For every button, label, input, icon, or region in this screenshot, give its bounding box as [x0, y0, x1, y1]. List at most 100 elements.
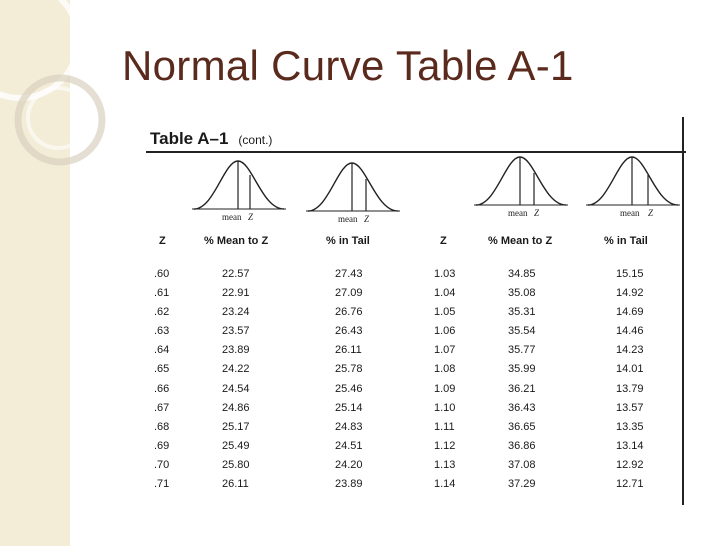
table-cell: 35.99 [508, 363, 536, 376]
table-cell: 26.43 [335, 325, 363, 338]
table-cell: 15.15 [616, 268, 644, 280]
curve-z-label: Z [248, 212, 254, 222]
column-z-right: 1.03 1.04 1.05 1.06 1.07 1.08 1.09 1.10 … [434, 265, 455, 494]
table-cell: 23.89 [335, 478, 363, 491]
table-top-rule [146, 151, 686, 153]
table-cell: 13.14 [616, 439, 644, 452]
table-cell: 27.43 [335, 268, 363, 280]
column-in-tail-right: 15.15 14.92 14.69 14.46 14.23 14.01 13.7… [616, 265, 644, 494]
table-cell: 25.49 [222, 439, 250, 452]
table-cell: 1.10 [434, 401, 456, 414]
table-cell: 26.11 [222, 478, 249, 491]
table-cell: 1.08 [434, 363, 456, 376]
table-cell: 36.43 [508, 401, 536, 414]
table-cell: 1.13 [434, 458, 456, 471]
table-cell: 13.57 [616, 401, 644, 414]
curve-mean-to-z-right: mean Z [474, 156, 568, 218]
table-cell: 14.92 [616, 287, 644, 300]
table-title: Table A–1 (cont.) [150, 129, 272, 149]
table-cell: 23.57 [222, 325, 250, 338]
table-cell: 25.17 [222, 420, 250, 433]
table-cell: 14.69 [616, 306, 644, 319]
curve-mean-to-z-left: mean Z [192, 160, 286, 222]
header-mean-to-z-right: % Mean to Z [488, 235, 553, 247]
slide-title: Normal Curve Table A-1 [122, 42, 574, 89]
curve-mean-label: mean [508, 208, 528, 218]
curve-z-label: Z [364, 214, 370, 224]
column-mean-to-z-left: 22.57 22.91 23.24 23.57 23.89 24.22 24.5… [222, 265, 250, 494]
table-cell: 22.57 [222, 268, 250, 280]
curve-z-label: Z [648, 208, 654, 218]
curve-mean-label: mean [338, 214, 358, 224]
table-cell: 24.20 [335, 458, 363, 471]
table-cell: .68 [154, 420, 170, 433]
table-cell: 1.04 [434, 287, 456, 300]
table-image: Table A–1 (cont.) mean Z mean Z mean Z me… [142, 117, 686, 505]
table-cell: 25.46 [335, 382, 363, 395]
table-cell: 1.06 [434, 325, 456, 338]
table-cell: 35.31 [508, 306, 536, 319]
curve-z-label: Z [534, 208, 540, 218]
table-cell: 37.29 [508, 478, 536, 491]
table-cell: 1.14 [434, 478, 456, 491]
table-cell: 24.83 [335, 420, 363, 433]
table-cell: 1.12 [434, 439, 456, 452]
header-in-tail-right: % in Tail [604, 235, 648, 247]
left-decorative-band [0, 0, 70, 546]
table-cell: 14.01 [616, 363, 644, 376]
table-cell: 13.79 [616, 382, 644, 395]
table-cell: .61 [154, 287, 170, 300]
table-cell: 37.08 [508, 458, 536, 471]
table-cell: 36.86 [508, 439, 536, 452]
table-cell: 26.11 [335, 344, 362, 357]
table-right-rule [682, 117, 684, 505]
table-cell: 25.80 [222, 458, 250, 471]
table-cell: 24.51 [335, 439, 363, 452]
table-cell: 1.03 [434, 268, 456, 280]
table-cell: 1.05 [434, 306, 456, 319]
table-cell: 27.09 [335, 287, 363, 300]
table-cell: 12.92 [616, 458, 644, 471]
table-cell: 34.85 [508, 268, 536, 280]
table-cell: 14.23 [616, 344, 644, 357]
column-in-tail-left: 27.43 27.09 26.76 26.43 26.11 25.78 25.4… [335, 265, 363, 494]
column-mean-to-z-right: 34.85 35.08 35.31 35.54 35.77 35.99 36.2… [508, 265, 536, 494]
header-z-left: Z [159, 235, 166, 247]
table-cell: .65 [154, 363, 170, 376]
table-cell: 23.89 [222, 344, 250, 357]
table-cell: 35.77 [508, 344, 536, 357]
table-cell: .62 [154, 306, 170, 319]
table-cell: .67 [154, 401, 170, 414]
table-cell: .63 [154, 325, 170, 338]
table-cell: 35.08 [508, 287, 536, 300]
table-cell: 22.91 [222, 287, 250, 300]
table-subtitle: (cont.) [238, 133, 273, 147]
header-in-tail-left: % in Tail [326, 235, 370, 247]
table-cell: 1.09 [434, 382, 456, 395]
table-cell: 24.54 [222, 382, 250, 395]
header-z-right: Z [440, 235, 447, 247]
curve-in-tail-left: mean Z [306, 162, 400, 224]
table-cell: .64 [154, 344, 170, 357]
table-cell: .69 [154, 439, 170, 452]
table-cell: 36.65 [508, 420, 536, 433]
table-cell: 26.76 [335, 306, 363, 319]
table-cell: 1.11 [434, 420, 455, 433]
table-cell: 13.35 [616, 420, 644, 433]
table-cell: .66 [154, 382, 170, 395]
table-cell: 14.46 [616, 325, 644, 338]
table-cell: 36.21 [508, 382, 536, 395]
table-cell: 24.86 [222, 401, 250, 414]
decorative-rings [0, 0, 106, 166]
table-cell: 24.22 [222, 363, 250, 376]
column-z-left: .60 .61 .62 .63 .64 .65 .66 .67 .68 .69 … [154, 265, 169, 494]
table-cell: .71 [154, 478, 170, 491]
table-cell: 25.14 [335, 401, 363, 414]
table-cell: 12.71 [616, 478, 644, 491]
table-cell: 25.78 [335, 363, 363, 376]
table-cell: .70 [154, 458, 170, 471]
header-mean-to-z-left: % Mean to Z [204, 235, 269, 247]
curve-mean-label: mean [222, 212, 242, 222]
table-cell: 23.24 [222, 306, 250, 319]
table-cell: 1.07 [434, 344, 456, 357]
